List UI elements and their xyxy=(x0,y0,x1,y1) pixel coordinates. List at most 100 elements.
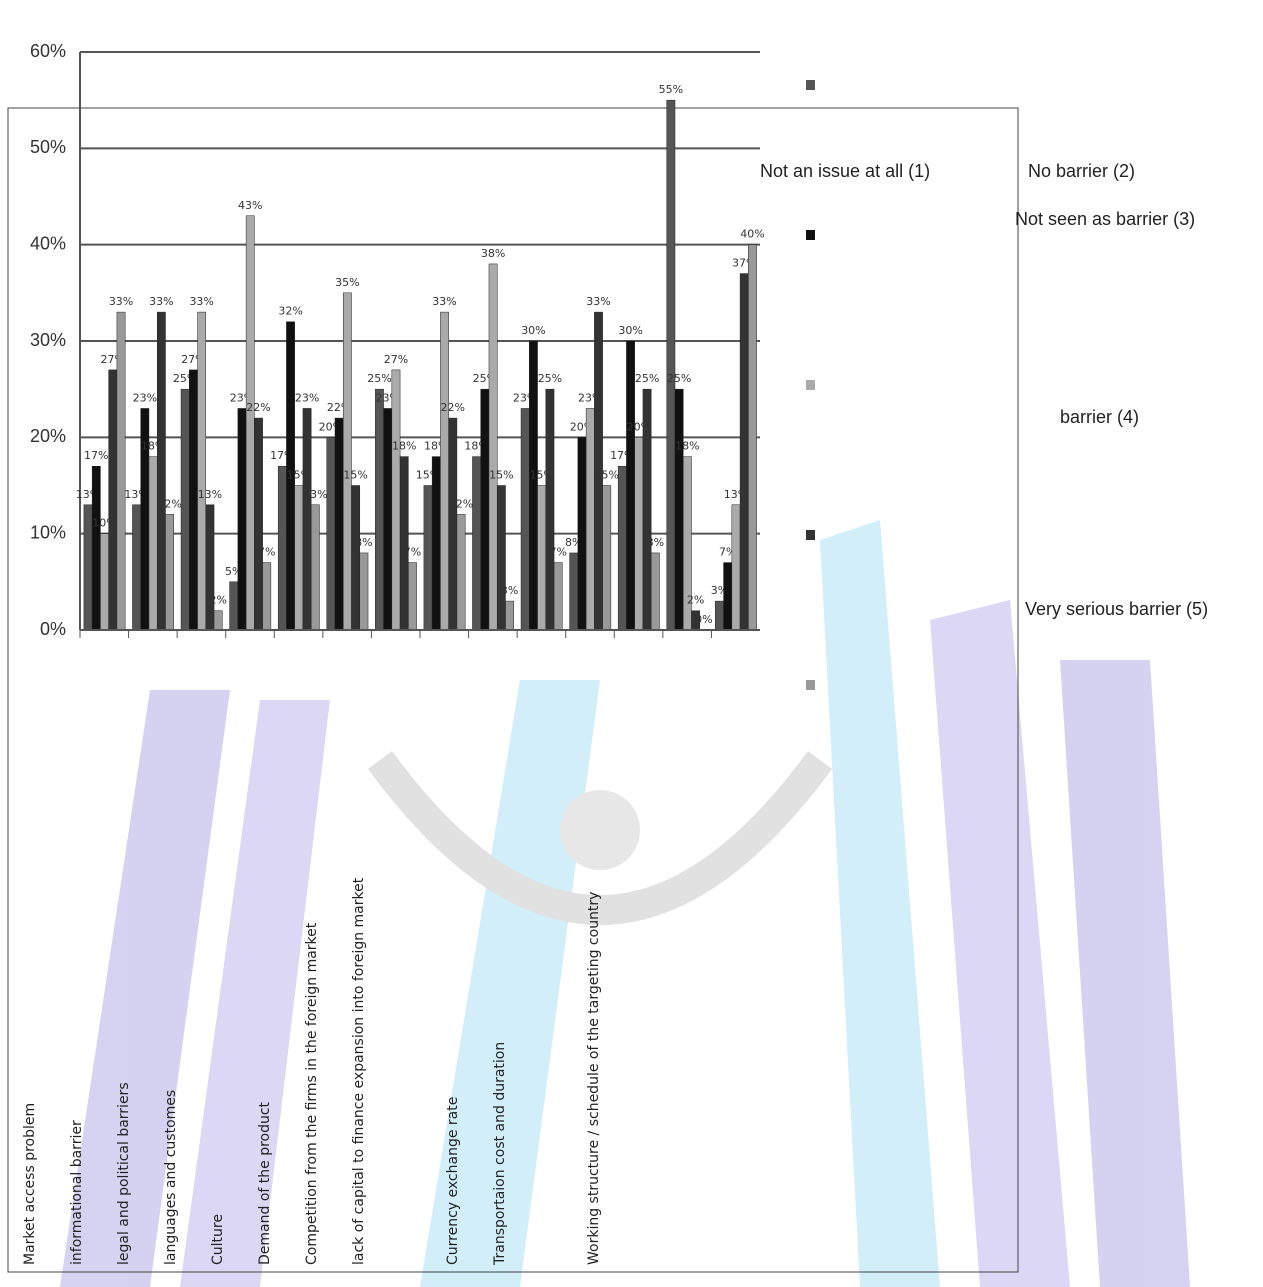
data-label: 25% xyxy=(538,372,562,385)
data-label: 8% xyxy=(355,536,372,549)
legend-swatch xyxy=(806,230,815,240)
bar xyxy=(472,457,480,630)
x-tick-label: Transportaion cost and duration xyxy=(492,1042,508,1266)
bar xyxy=(109,370,117,630)
bar xyxy=(748,245,756,630)
data-label: 33% xyxy=(189,295,213,308)
data-label: 27% xyxy=(384,353,408,366)
bar xyxy=(449,418,457,630)
data-label: 2% xyxy=(687,594,704,607)
bar xyxy=(529,341,537,630)
data-label: 15% xyxy=(595,469,619,482)
bar xyxy=(278,466,286,630)
bar xyxy=(505,601,513,630)
bar xyxy=(578,437,586,630)
legend-label: Very serious barrier (5) xyxy=(1025,599,1208,619)
bar xyxy=(352,486,360,631)
watermark xyxy=(60,520,1190,1287)
bar xyxy=(651,553,659,630)
bar xyxy=(303,408,311,630)
bar xyxy=(92,466,100,630)
y-tick-label: 30% xyxy=(30,330,66,350)
bar xyxy=(360,553,368,630)
bar xyxy=(481,389,489,630)
data-label: 43% xyxy=(238,199,262,212)
data-label: 7% xyxy=(258,546,275,559)
bar xyxy=(335,418,343,630)
bar xyxy=(675,389,683,630)
data-label: 0% xyxy=(695,613,712,626)
bar xyxy=(384,408,392,630)
x-tick-label: legal and political barriers xyxy=(116,1082,132,1265)
y-tick-label: 10% xyxy=(30,522,66,542)
data-label: 33% xyxy=(149,295,173,308)
bar xyxy=(375,389,383,630)
bar xyxy=(392,370,400,630)
data-label: 23% xyxy=(295,391,319,404)
y-tick-label: 50% xyxy=(30,137,66,157)
bar xyxy=(327,437,335,630)
bar xyxy=(246,216,254,630)
bar xyxy=(554,563,562,630)
bar xyxy=(732,505,740,630)
bar xyxy=(432,457,440,630)
x-tick-label: Working structure / schedule of the targ… xyxy=(586,892,602,1265)
bar xyxy=(715,601,723,630)
bar xyxy=(626,341,634,630)
bar xyxy=(643,389,651,630)
bar xyxy=(343,293,351,630)
bar xyxy=(117,312,125,630)
data-label: 25% xyxy=(667,372,691,385)
data-label: 23% xyxy=(133,391,157,404)
data-label: 22% xyxy=(246,401,270,414)
bar xyxy=(424,486,432,631)
data-label: 30% xyxy=(521,324,545,337)
data-label: 12% xyxy=(449,497,473,510)
bar xyxy=(295,486,303,631)
bar xyxy=(618,466,626,630)
bar xyxy=(546,389,554,630)
bar xyxy=(181,389,189,630)
bar xyxy=(603,486,611,631)
x-tick-label: Culture xyxy=(210,1214,226,1265)
data-label: 7% xyxy=(404,546,421,559)
bar xyxy=(189,370,197,630)
y-tick-label: 0% xyxy=(40,619,66,639)
legend-label: barrier (4) xyxy=(1060,407,1139,427)
y-tick-label: 60% xyxy=(30,41,66,61)
y-tick-label: 20% xyxy=(30,426,66,446)
x-tick-label: Competition from the firms in the foreig… xyxy=(304,922,320,1265)
legend-swatch xyxy=(806,380,815,390)
x-tick-label: informational barrier xyxy=(69,1120,85,1265)
data-label: 18% xyxy=(675,440,699,453)
bar xyxy=(635,437,643,630)
data-label: 12% xyxy=(157,497,181,510)
data-label: 55% xyxy=(659,83,683,96)
legend-swatch xyxy=(806,680,815,690)
bar xyxy=(440,312,448,630)
bar xyxy=(400,457,408,630)
data-label: 33% xyxy=(586,295,610,308)
data-label: 8% xyxy=(647,536,664,549)
legend-label: Not an issue at all (1) xyxy=(760,161,930,181)
bar xyxy=(198,312,206,630)
bar xyxy=(165,514,173,630)
data-label: 30% xyxy=(618,324,642,337)
x-tick-label: languages and customes xyxy=(163,1090,179,1265)
x-tick-label: Currency exchange rate xyxy=(445,1097,461,1265)
bar xyxy=(521,408,529,630)
data-label: 33% xyxy=(109,295,133,308)
bar xyxy=(538,486,546,631)
data-label: 13% xyxy=(198,488,222,501)
bar xyxy=(497,486,505,631)
data-label: 15% xyxy=(489,469,513,482)
data-label: 32% xyxy=(278,305,302,318)
bar xyxy=(263,563,271,630)
x-tick-label: Market access problem xyxy=(22,1103,38,1265)
legend-label: Not seen as barrier (3) xyxy=(1015,209,1195,229)
bar xyxy=(724,563,732,630)
bar xyxy=(489,264,497,630)
data-label: 35% xyxy=(335,276,359,289)
bar xyxy=(586,408,594,630)
bar xyxy=(311,505,319,630)
